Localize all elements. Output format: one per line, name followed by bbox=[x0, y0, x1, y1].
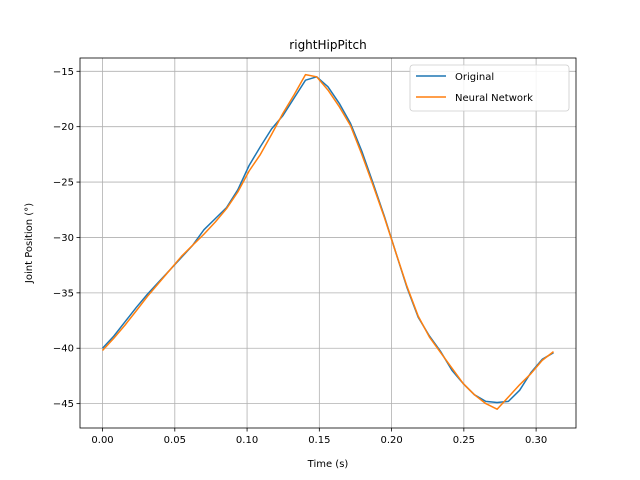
y-tick-label: −30 bbox=[53, 233, 74, 244]
y-tick-label: −45 bbox=[53, 399, 74, 410]
x-tick-label: 0.00 bbox=[91, 435, 113, 446]
x-tick-label: 0.20 bbox=[380, 435, 402, 446]
y-tick-label: −15 bbox=[53, 67, 74, 78]
chart-title: rightHipPitch bbox=[289, 38, 366, 52]
y-axis-ticks: −45 −40 −35 −30 −25 −20 −15 bbox=[53, 67, 80, 410]
series-line-neural-network bbox=[101, 73, 554, 410]
y-tick-label: −35 bbox=[53, 288, 74, 299]
x-axis-label: Time (s) bbox=[307, 459, 349, 470]
plot-series bbox=[101, 73, 554, 410]
x-axis-ticks: 0.00 0.05 0.10 0.15 0.20 0.25 0.30 bbox=[91, 428, 547, 446]
y-tick-label: −40 bbox=[53, 344, 74, 355]
x-tick-label: 0.25 bbox=[453, 435, 475, 446]
plot-area-frame bbox=[79, 57, 577, 429]
legend-label-original: Original bbox=[455, 72, 494, 83]
x-tick-label: 0.10 bbox=[236, 435, 258, 446]
legend: Original Neural Network bbox=[409, 64, 570, 112]
x-tick-label: 0.05 bbox=[164, 435, 186, 446]
x-tick-label: 0.30 bbox=[525, 435, 547, 446]
legend-box bbox=[409, 64, 570, 112]
legend-label-neural-network: Neural Network bbox=[455, 93, 533, 104]
y-axis-label: Joint Position (°) bbox=[24, 203, 35, 284]
y-tick-label: −25 bbox=[53, 178, 74, 189]
y-tick-label: −20 bbox=[53, 122, 74, 133]
grid bbox=[80, 58, 576, 428]
x-tick-label: 0.15 bbox=[308, 435, 330, 446]
